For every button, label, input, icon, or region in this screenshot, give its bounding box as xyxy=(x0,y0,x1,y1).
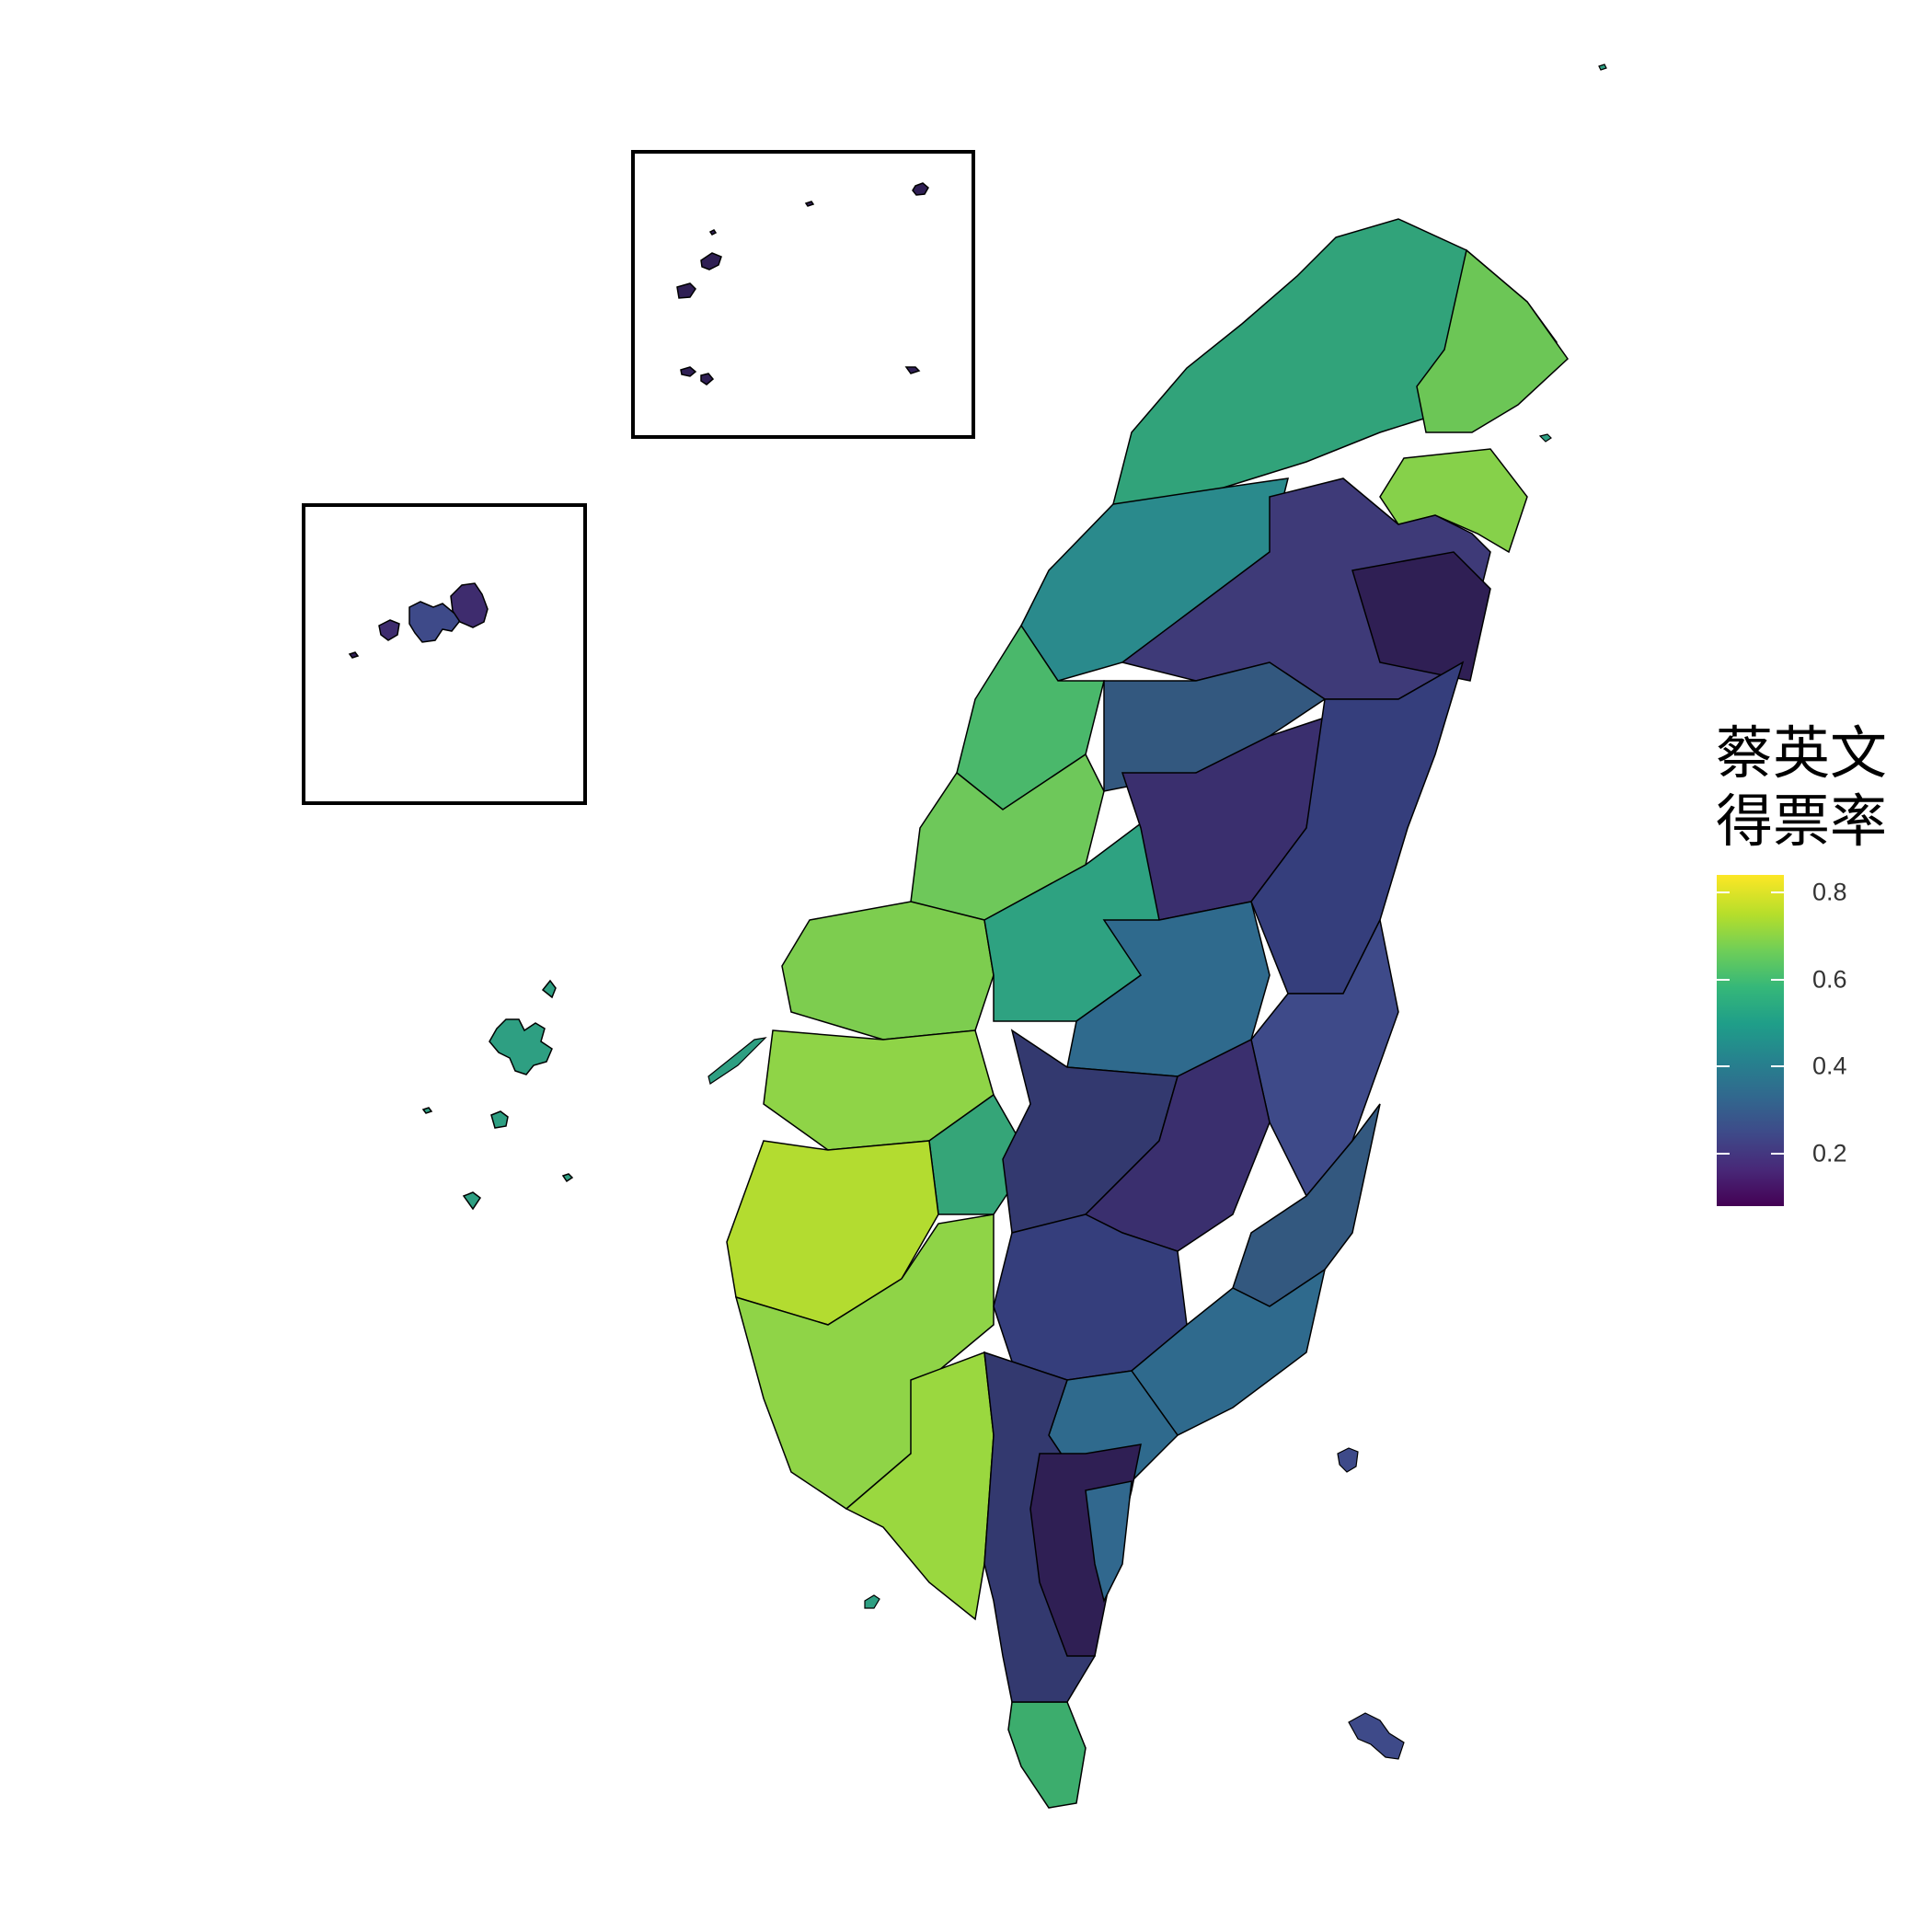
legend-tick-mark xyxy=(1717,891,1730,893)
legend-tick-label: 0.8 xyxy=(1812,878,1847,906)
legend-tick-label: 0.4 xyxy=(1812,1052,1847,1080)
region-yilan xyxy=(1379,448,1528,554)
region-hengchun xyxy=(1007,1701,1087,1809)
legend-tick-label: 0.2 xyxy=(1812,1139,1847,1167)
legend-tick-mark xyxy=(1717,1153,1730,1156)
legend-tick-mark xyxy=(1717,1065,1730,1068)
legend-title-line2: 得票率 xyxy=(1716,788,1888,855)
region-northeast xyxy=(1416,248,1569,433)
legend-tick-label: 0.6 xyxy=(1812,965,1847,994)
inset-box-kinmen xyxy=(302,503,587,805)
region-kaohsiung xyxy=(734,1213,995,1510)
legend-tick-mark xyxy=(1771,1065,1784,1068)
inset-box-matsu xyxy=(631,150,975,439)
matsu-islands xyxy=(676,182,929,385)
legend-tick-mark xyxy=(1717,978,1730,981)
legend-title: 蔡英文 得票率 xyxy=(1716,719,1887,856)
legend-tick-mark xyxy=(1771,891,1784,893)
region-nantou-mountains xyxy=(1103,661,1327,792)
legend-tick-mark xyxy=(1771,978,1784,981)
offshore-islands xyxy=(707,63,1607,1760)
region-taimali xyxy=(1085,1480,1133,1604)
penghu-islands xyxy=(421,979,574,1211)
kinmen-islands xyxy=(348,582,489,659)
legend-title-line1: 蔡英文 xyxy=(1716,719,1888,787)
legend-colorbar xyxy=(1717,875,1784,1206)
region-hualien-north xyxy=(1351,551,1491,682)
legend-tick-mark xyxy=(1771,1153,1784,1156)
region-changhua-yunlin xyxy=(781,901,995,1041)
taiwan-main-island xyxy=(726,218,1569,1809)
